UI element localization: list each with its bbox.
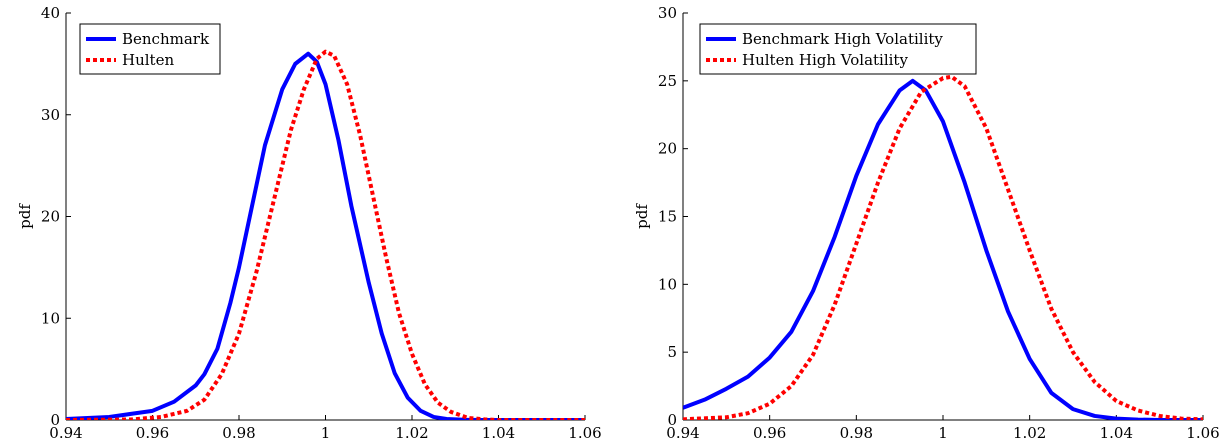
series-line-2 xyxy=(66,49,585,420)
legend-label-2: Hulten xyxy=(122,51,174,69)
x-tick-label: 0.98 xyxy=(222,424,255,442)
x-tick-label: 1.06 xyxy=(568,424,601,442)
legend-label-1: Benchmark High Volatility xyxy=(742,30,943,48)
y-tick-label: 30 xyxy=(658,4,677,22)
y-tick-label: 20 xyxy=(658,140,677,158)
y-tick-label: 40 xyxy=(41,4,60,22)
x-tick-label: 0.96 xyxy=(136,424,169,442)
series-line-2 xyxy=(683,74,1203,420)
y-tick-label: 0 xyxy=(667,411,677,429)
x-tick-label: 1.04 xyxy=(482,424,515,442)
x-tick-label: 0.94 xyxy=(666,424,699,442)
series-line-1 xyxy=(683,78,1203,420)
legend-label-1: Benchmark xyxy=(122,30,210,48)
y-tick-label: 10 xyxy=(41,309,60,327)
chart-panel-2: 0.94 0.96 0.98 1 1.02 1.04 1.06 0 5 10 15 20 25 30 pdf… xyxy=(633,4,1220,442)
legend-box xyxy=(699,23,977,75)
legend: Benchmark High Volatility Hulten High Vol… xyxy=(699,23,977,75)
x-tick-label: 1.02 xyxy=(395,424,428,442)
x-tick-label: 1.04 xyxy=(1100,424,1133,442)
y-tick-label: 5 xyxy=(667,343,677,361)
y-tick-label: 0 xyxy=(50,411,60,429)
x-tick-label: 1.02 xyxy=(1013,424,1046,442)
x-tick-label: 1 xyxy=(321,424,331,442)
y-tick-label: 30 xyxy=(41,106,60,124)
y-tick-label: 15 xyxy=(658,208,677,226)
y-axis-label: pdf xyxy=(633,203,651,229)
series-line-1 xyxy=(66,51,585,420)
legend: Benchmark Hulten xyxy=(79,23,221,75)
legend-label-2: Hulten High Volatility xyxy=(742,51,908,69)
x-tick-label: 1.06 xyxy=(1186,424,1219,442)
legend-box xyxy=(79,23,221,75)
y-tick-label: 20 xyxy=(41,208,60,226)
y-tick-label: 10 xyxy=(658,275,677,293)
x-tick-label: 0.94 xyxy=(49,424,82,442)
y-tick-label: 25 xyxy=(658,72,677,90)
y-axis-label: pdf xyxy=(16,203,34,229)
x-tick-label: 1 xyxy=(938,424,948,442)
chart-panel-1: 0.94 0.96 0.98 1 1.02 1.04 1.06 0 10 20 30 40 pdf Ben… xyxy=(16,4,602,442)
x-tick-label: 0.98 xyxy=(840,424,873,442)
x-tick-label: 0.96 xyxy=(753,424,786,442)
